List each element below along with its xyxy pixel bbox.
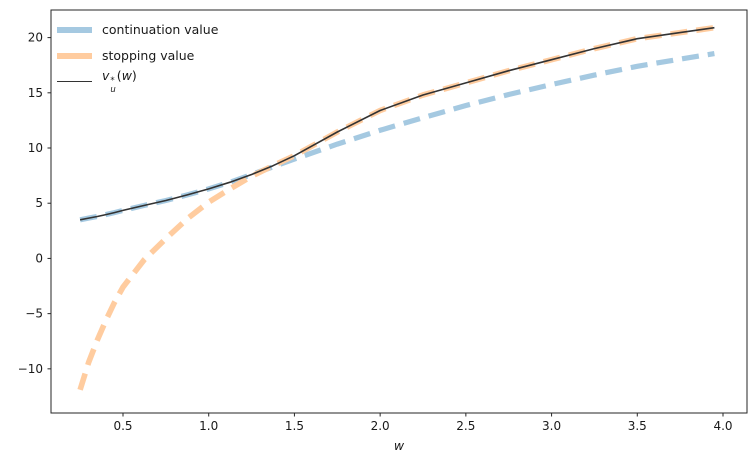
y-tick-label: 0 [35, 251, 43, 265]
series-line-v-u-w [79, 26, 715, 221]
y-tick-label: 5 [35, 196, 43, 210]
x-tick-label: 2.0 [371, 419, 390, 433]
value-function-line-swatch [57, 80, 92, 83]
y-tick-label: 10 [28, 141, 43, 155]
x-tick-label: 2.5 [456, 419, 475, 433]
legend-label-value-function: v * u (w) [102, 67, 137, 96]
x-tick-label: 1.5 [285, 419, 304, 433]
x-axis-label: w [393, 438, 405, 453]
stopping-value-line-swatch [57, 52, 92, 59]
axes-spines [50, 9, 748, 414]
y-tick-label: −10 [18, 362, 43, 376]
legend-item-stopping-value: stopping value [57, 45, 218, 66]
y-tick-label: 15 [28, 86, 43, 100]
y-tick-label: −5 [25, 307, 43, 321]
legend-label-continuation-value: continuation value [102, 22, 219, 37]
x-tick-label: 3.5 [628, 419, 647, 433]
x-tick-label: 0.5 [113, 419, 132, 433]
legend-item-value-function: v * u (w) [57, 68, 218, 95]
x-tick-label: 4.0 [713, 419, 732, 433]
x-tick-label: 3.0 [542, 419, 561, 433]
x-tick-label: 1.0 [199, 419, 218, 433]
legend-item-continuation-value: continuation value [57, 19, 218, 40]
legend-label-stopping-value: stopping value [102, 48, 195, 63]
legend: continuation value stopping value v * u (w) [57, 19, 218, 95]
continuation-value-line-swatch [57, 26, 92, 33]
y-tick-label: 20 [28, 31, 43, 45]
